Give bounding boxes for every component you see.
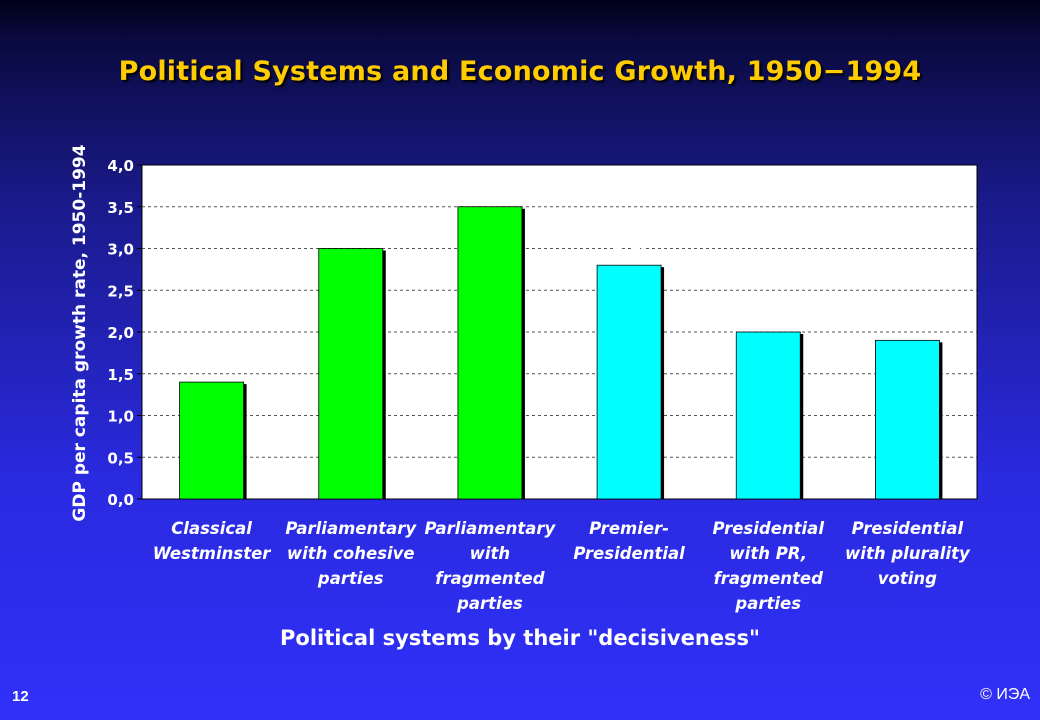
y-axis-label: GDP per capita growth rate, 1950-1994	[70, 144, 90, 522]
bar	[318, 248, 384, 500]
chart-title: Political Systems and Economic Growth, 1…	[118, 56, 922, 87]
data-label: 3,5	[473, 178, 507, 200]
page-number: 12	[12, 688, 29, 705]
y-tick-label: 1,0	[107, 408, 134, 426]
y-tick-label: 1,5	[107, 366, 134, 384]
y-tick-label: 0,5	[107, 449, 134, 467]
y-tick-label: 3,5	[107, 199, 134, 217]
x-axis-label: Political systems by their "decisiveness…	[280, 626, 760, 650]
category-label: Premier- Presidential	[573, 519, 685, 563]
bar	[457, 206, 523, 500]
y-tick-label: 0,0	[107, 491, 134, 509]
data-label: 3,0	[334, 220, 368, 242]
category-label: Presidential with PR, fragmented parties	[712, 519, 824, 613]
data-label: 1,4	[195, 353, 229, 375]
y-tick-label: 2,5	[107, 282, 134, 300]
category-label: Parliamentary with cohesive parties	[285, 519, 417, 588]
y-tick-label: 4,0	[107, 157, 134, 175]
bar	[179, 381, 244, 500]
copyright-notice: © ИЭА	[980, 686, 1030, 703]
bar	[596, 264, 662, 500]
y-tick-label: 2,0	[107, 324, 134, 342]
bar	[875, 339, 940, 500]
y-tick-label: 3,0	[107, 241, 134, 259]
category-label: Presidential with plurality voting	[845, 519, 970, 588]
category-label: Parliamentary with fragmented parties	[424, 519, 556, 613]
data-label: 1,9	[891, 311, 925, 333]
data-label: 2,0	[751, 303, 785, 325]
data-label: 2,8	[612, 236, 646, 258]
bar	[735, 331, 801, 500]
category-label: Classical Westminster	[152, 519, 271, 563]
